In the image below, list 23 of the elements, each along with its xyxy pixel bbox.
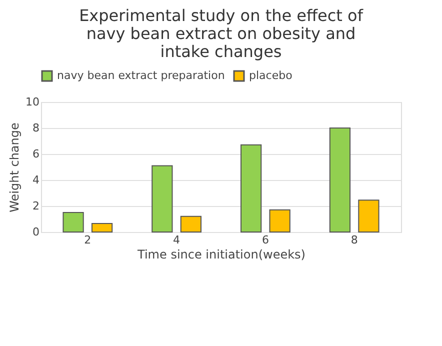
- x-axis-title: Time since initiation(weeks): [136, 248, 306, 262]
- y-tick-label: 4: [32, 174, 40, 186]
- bar: [329, 128, 351, 232]
- bar: [91, 223, 113, 232]
- bar: [269, 209, 290, 232]
- bar: [240, 144, 262, 232]
- x-tick-label: 2: [84, 234, 92, 246]
- y-axis-title: Weight change: [8, 122, 22, 212]
- bar: [180, 216, 202, 232]
- y-tick-label: 10: [26, 96, 40, 108]
- legend-label: placebo: [249, 69, 293, 82]
- y-tick-label: 6: [32, 148, 40, 160]
- y-tick-label: 0: [32, 226, 40, 238]
- bar: [62, 212, 84, 232]
- chart-title: Experimental study on the effect of navy bean extract on obesity and intake changes: [79, 6, 364, 61]
- x-tick-label: 4: [173, 234, 180, 246]
- y-tick-label: 2: [32, 200, 40, 212]
- bar: [358, 200, 380, 232]
- legend-label: navy bean extract preparation: [57, 69, 225, 82]
- y-tick-label: 8: [32, 122, 40, 134]
- bar: [152, 165, 173, 232]
- x-tick-label: 8: [350, 234, 358, 246]
- x-tick-label: 6: [262, 234, 269, 246]
